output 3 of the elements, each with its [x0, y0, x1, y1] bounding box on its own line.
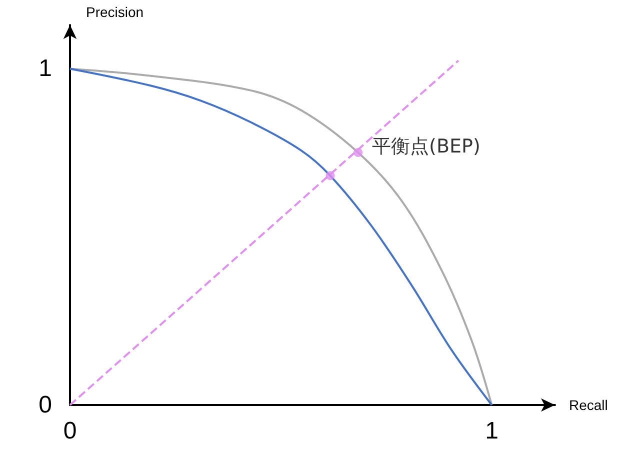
- y-axis-title: Precision: [86, 4, 144, 20]
- x-axis-title: Recall: [569, 397, 608, 413]
- annotation: 平衡点(BEP): [372, 135, 480, 158]
